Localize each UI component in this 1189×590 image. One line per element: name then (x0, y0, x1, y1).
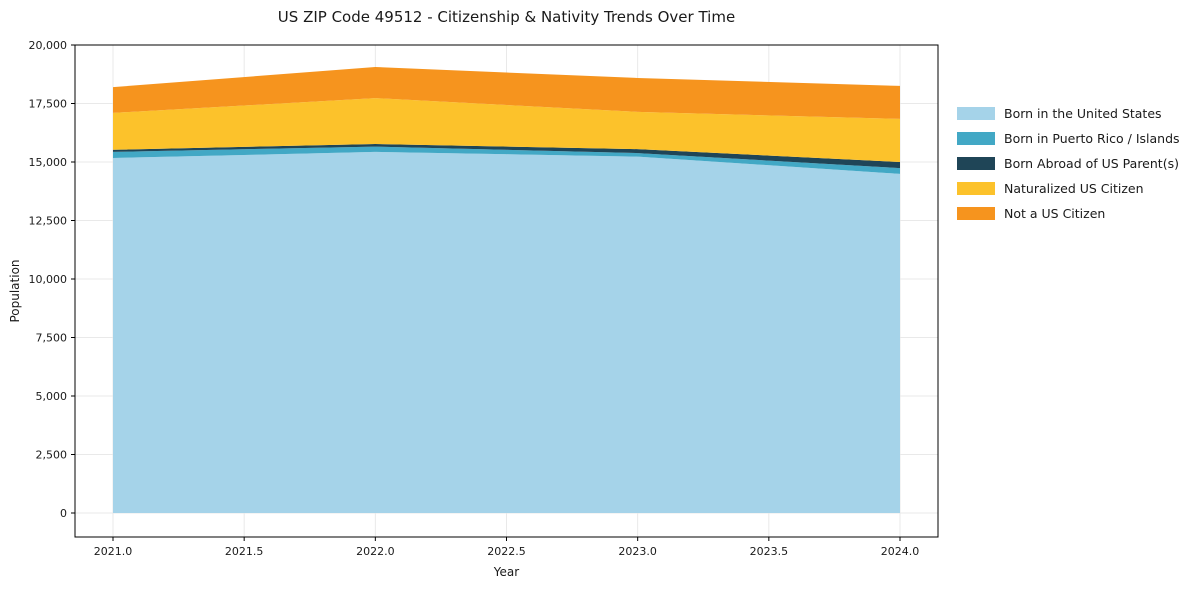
area-series-born-abroad-of-us-parent-s (113, 144, 900, 169)
legend-label: Not a US Citizen (1004, 206, 1106, 221)
y-tick-label: 7,500 (36, 332, 68, 345)
legend: Born in the United States Born in Puerto … (957, 106, 1180, 221)
x-tick-label: 2022.5 (487, 545, 526, 558)
legend-swatch-icon (957, 132, 995, 145)
x-tick-label: 2021.0 (94, 545, 133, 558)
y-tick-label: 2,500 (36, 449, 68, 462)
x-tick-label: 2023.5 (750, 545, 789, 558)
area-series-not-a-us-citizen (113, 67, 900, 119)
legend-label: Born Abroad of US Parent(s) (1004, 156, 1179, 171)
x-tick-label: 2022.0 (356, 545, 395, 558)
legend-swatch-icon (957, 157, 995, 170)
legend-item: Not a US Citizen (957, 206, 1180, 221)
y-tick-label: 15,000 (29, 156, 68, 169)
area-series-born-in-puerto-rico-islands (113, 146, 900, 174)
legend-item: Born in the United States (957, 106, 1180, 121)
legend-item: Naturalized US Citizen (957, 181, 1180, 196)
y-tick-label: 10,000 (29, 273, 68, 286)
area-series-born-in-the-united-states (113, 151, 900, 513)
legend-swatch-icon (957, 107, 995, 120)
y-tick-label: 17,500 (29, 98, 68, 111)
y-tick-label: 0 (60, 507, 67, 520)
legend-swatch-icon (957, 182, 995, 195)
chart-title: US ZIP Code 49512 - Citizenship & Nativi… (277, 8, 736, 26)
legend-label: Born in the United States (1004, 106, 1162, 121)
legend-swatch-icon (957, 207, 995, 220)
y-tick-label: 12,500 (29, 215, 68, 228)
x-tick-label: 2021.5 (225, 545, 264, 558)
y-tick-label: 5,000 (36, 390, 68, 403)
legend-item: Born Abroad of US Parent(s) (957, 156, 1180, 171)
legend-label: Born in Puerto Rico / Islands (1004, 131, 1180, 146)
y-tick-label: 20,000 (29, 39, 68, 52)
x-tick-label: 2024.0 (881, 545, 920, 558)
legend-item: Born in Puerto Rico / Islands (957, 131, 1180, 146)
x-tick-label: 2023.0 (618, 545, 657, 558)
area-series-naturalized-us-citizen (113, 98, 900, 162)
x-axis-label: Year (493, 565, 520, 579)
legend-label: Naturalized US Citizen (1004, 181, 1144, 196)
